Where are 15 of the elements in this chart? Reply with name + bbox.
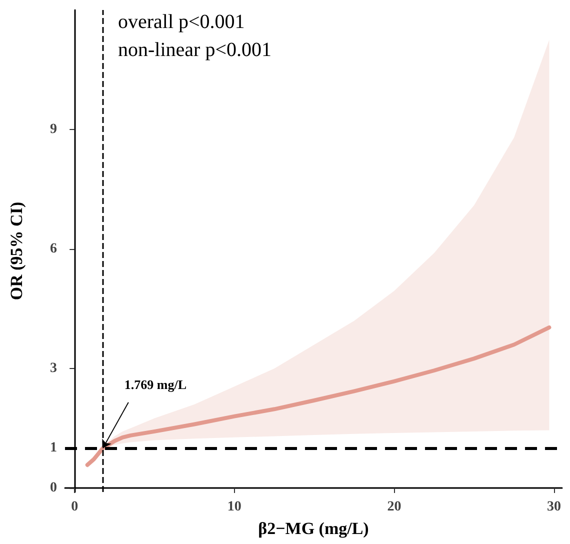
y-axis-title: OR (95% CI): [7, 202, 26, 300]
annotation: overall p<0.001: [118, 11, 245, 33]
x-tick-label: 0: [71, 500, 78, 514]
x-tick-label: 30: [547, 500, 562, 514]
annotation: non-linear p<0.001: [118, 39, 272, 61]
y-tick-label: 9: [50, 122, 57, 138]
line-series: [85, 325, 552, 467]
y-tick-label: 6: [50, 242, 57, 257]
y-tick-label: 3: [50, 361, 57, 376]
x-tick-label: 10: [227, 500, 242, 514]
y-tick-label: 0: [50, 480, 57, 496]
x-axis-title: β2−MG (mg/L): [258, 519, 369, 538]
annotation: 1.769 mg/L: [124, 376, 187, 392]
x-tick-label: 20: [387, 500, 402, 514]
y-tick-label: 1: [50, 440, 57, 456]
